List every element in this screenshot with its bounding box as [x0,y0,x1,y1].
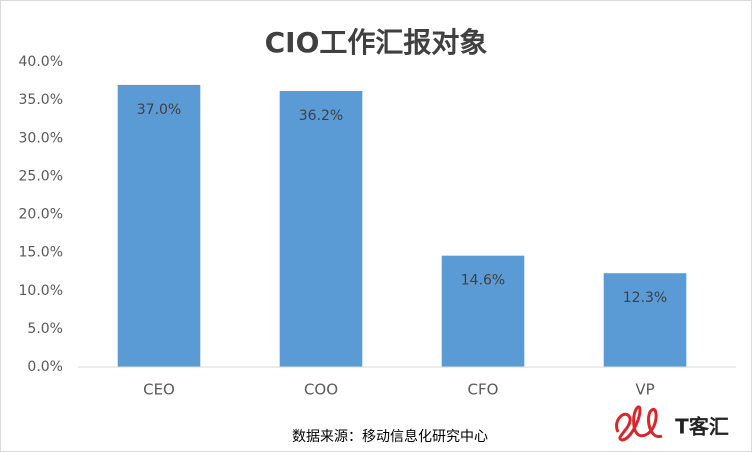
y-tick-label: 40.0% [19,54,63,70]
x-tick-label: CEO [143,381,175,399]
y-tick-label: 25.0% [19,168,63,184]
source-note: 数据来源：移动信息化研究中心 [292,428,488,445]
y-tick-label: 35.0% [19,92,63,108]
value-label: 36.2% [299,108,343,124]
watermark: T客汇 [675,415,729,439]
y-tick-label: 30.0% [19,130,63,146]
x-tick-label: VP [635,381,654,399]
y-tick-label: 10.0% [19,283,63,299]
bar [279,90,363,367]
x-tick-label: CFO [468,381,499,399]
y-tick-label: 0.0% [27,359,63,375]
value-label: 37.0% [137,102,181,118]
value-label: 14.6% [461,273,505,289]
watermark-logo [615,405,663,442]
bar [117,84,201,367]
y-tick-label: 5.0% [27,321,63,337]
bar [603,273,687,367]
value-label: 12.3% [623,290,667,306]
bar [441,255,525,367]
chart-title: CIO工作汇报对象 [265,26,488,59]
y-tick-label: 15.0% [19,245,63,261]
x-tick-label: COO [304,381,338,399]
y-tick-label: 20.0% [19,207,63,223]
